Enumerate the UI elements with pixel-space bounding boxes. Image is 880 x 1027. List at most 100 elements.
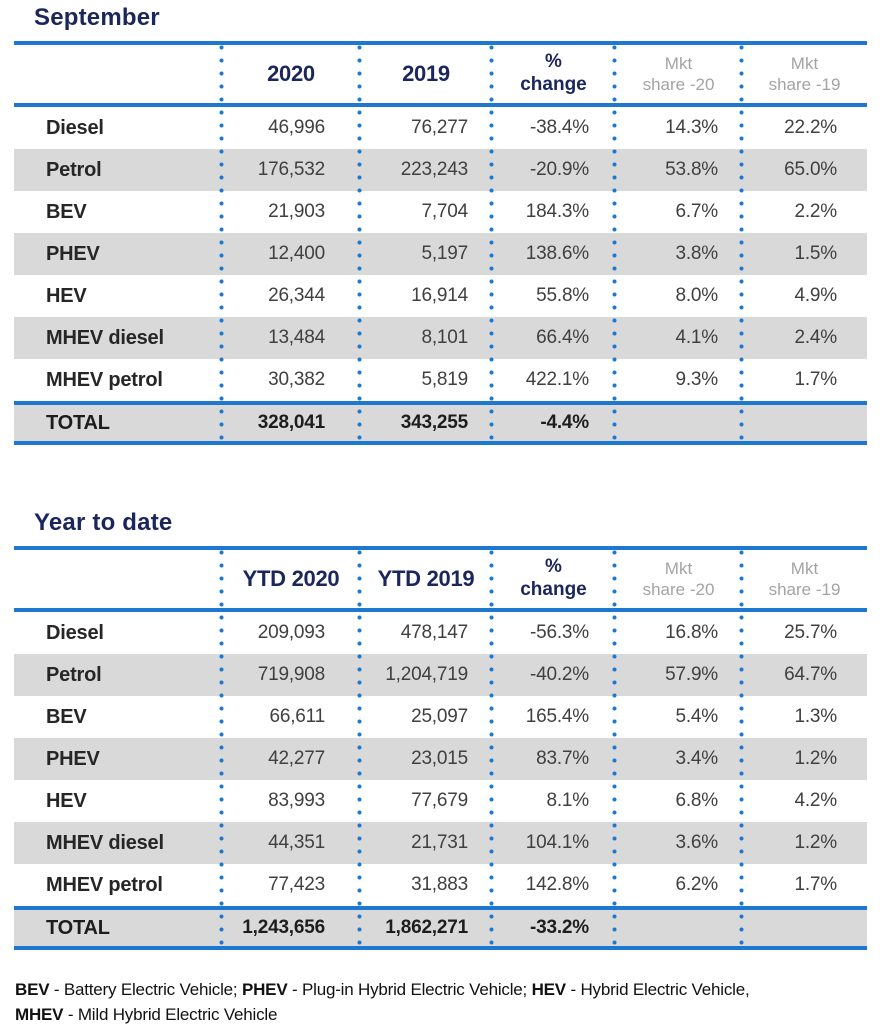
cell-value: 6.7% [675,201,718,222]
cell-value: 66,611 [269,706,325,727]
table-header: 2020 2019 % change Mkt share -20 Mkt sha… [14,45,867,103]
column-header-mkt-share-19: Mkt share -19 [742,45,867,103]
cell-value: 8.1% [546,790,589,811]
row-label: HEV [46,789,87,812]
column-header-label: Mkt [664,558,693,578]
cell-value: 184.3% [525,201,589,222]
september-section: September 2020 2019 % change Mkt share -… [14,4,867,445]
table-row: MHEV petrol 30,382 5,819 422.1% 9.3% 1.7% [14,359,867,401]
cell-value: 1,243,656 [242,917,325,938]
column-header-label: 2019 [402,61,450,86]
column-header-blank [14,550,222,608]
cell-value: 4.2% [794,790,837,811]
cell-value: 223,243 [400,159,468,180]
cell-value: 22.2% [784,117,837,138]
footnote-line: BEV - Battery Electric Vehicle; PHEV - P… [15,977,867,1002]
table-row: HEV 26,344 16,914 55.8% 8.0% 4.9% [14,275,867,317]
cell-value: 13,484 [268,327,325,348]
table-row: Diesel 46,996 76,277 -38.4% 14.3% 22.2% [14,107,867,149]
cell-value: 1.5% [794,243,837,264]
cell-value: 1.3% [794,706,837,727]
table-rule-below-header [14,103,867,107]
row-label: BEV [46,200,87,223]
table-row: PHEV 12,400 5,197 138.6% 3.8% 1.5% [14,233,867,275]
cell-value: 42,277 [268,748,325,769]
footnote-line: MHEV - Mild Hybrid Electric Vehicle [15,1002,867,1027]
cell-value: 138.6% [525,243,589,264]
column-header-label: % [545,556,562,578]
table-rule-top [14,546,867,550]
column-header-label: share -19 [768,75,841,94]
column-header-blank [14,45,222,103]
year-to-date-table: YTD 2020 YTD 2019 % change Mkt share -20… [14,546,867,950]
cell-value: 30,382 [268,369,325,390]
cell-value: 77,423 [268,874,325,895]
footnote: BEV - Battery Electric Vehicle; PHEV - P… [15,977,867,1027]
cell-value: 21,903 [268,201,325,222]
cell-value: 21,731 [411,832,468,853]
cell-value: 176,532 [257,159,325,180]
column-header-2020: 2020 [222,45,360,103]
cell-value: 209,093 [257,622,325,643]
column-separator-dots [357,546,362,950]
row-label: MHEV petrol [46,873,163,896]
table-rule-above-total [14,401,867,405]
column-separator-dots [612,41,617,445]
cell-value: 1,862,271 [385,917,468,938]
cell-value: 5,819 [421,369,468,390]
column-header-mkt-share-19: Mkt share -19 [742,550,867,608]
column-header-label: change [520,74,587,95]
column-header-mkt-share-20: Mkt share -20 [615,45,742,103]
cell-value: 1.2% [794,832,837,853]
footnote-text: MHEV [15,1005,64,1024]
cell-value: 25,097 [411,706,468,727]
cell-value: -38.4% [529,117,589,138]
column-separator-dots [357,41,362,445]
column-separator-dots [612,546,617,950]
column-header-label: Mkt [664,53,693,73]
cell-value: -33.2% [529,917,589,938]
row-label: TOTAL [46,916,110,939]
row-label: HEV [46,284,87,307]
cell-value: 83,993 [268,790,325,811]
cell-value: 4.9% [794,285,837,306]
section-title-september: September [34,4,160,31]
column-header-label: change [520,579,587,600]
row-label: PHEV [46,747,100,770]
cell-value: 3.4% [675,748,718,769]
cell-value: 77,679 [411,790,468,811]
cell-value: 478,147 [400,622,468,643]
cell-value: 76,277 [411,117,468,138]
column-header-label: share -20 [642,75,715,94]
table-header: YTD 2020 YTD 2019 % change Mkt share -20… [14,550,867,608]
cell-value: 44,351 [268,832,325,853]
table-row: PHEV 42,277 23,015 83.7% 3.4% 1.2% [14,738,867,780]
cell-value: 5,197 [421,243,468,264]
cell-value: 83.7% [536,748,589,769]
table-row: BEV 66,611 25,097 165.4% 5.4% 1.3% [14,696,867,738]
table-row: MHEV diesel 13,484 8,101 66.4% 4.1% 2.4% [14,317,867,359]
cell-value: 1.7% [794,369,837,390]
column-header-2019: 2019 [360,45,492,103]
row-label: PHEV [46,242,100,265]
cell-value: 57.9% [665,664,718,685]
cell-value: 23,015 [411,748,468,769]
september-table: 2020 2019 % change Mkt share -20 Mkt sha… [14,41,867,445]
cell-value: 31,883 [411,874,468,895]
cell-value: 12,400 [268,243,325,264]
footnote-text: - Plug-in Hybrid Electric Vehicle; [287,980,532,999]
cell-value: 53.8% [665,159,718,180]
row-label: Petrol [46,663,102,686]
cell-value: 3.6% [675,832,718,853]
column-header-pct-change: % change [492,550,615,608]
row-label: MHEV diesel [46,831,164,854]
cell-value: -56.3% [529,622,589,643]
cell-value: 7,704 [421,201,468,222]
cell-value: 46,996 [268,117,325,138]
footnote-text: - Battery Electric Vehicle; [49,980,242,999]
column-separator-dots [489,41,494,445]
cell-value: 66.4% [536,327,589,348]
table-body: Diesel 209,093 478,147 -56.3% 16.8% 25.7% Petr… [14,612,867,906]
row-label: Diesel [46,621,104,644]
cell-value: 9.3% [675,369,718,390]
